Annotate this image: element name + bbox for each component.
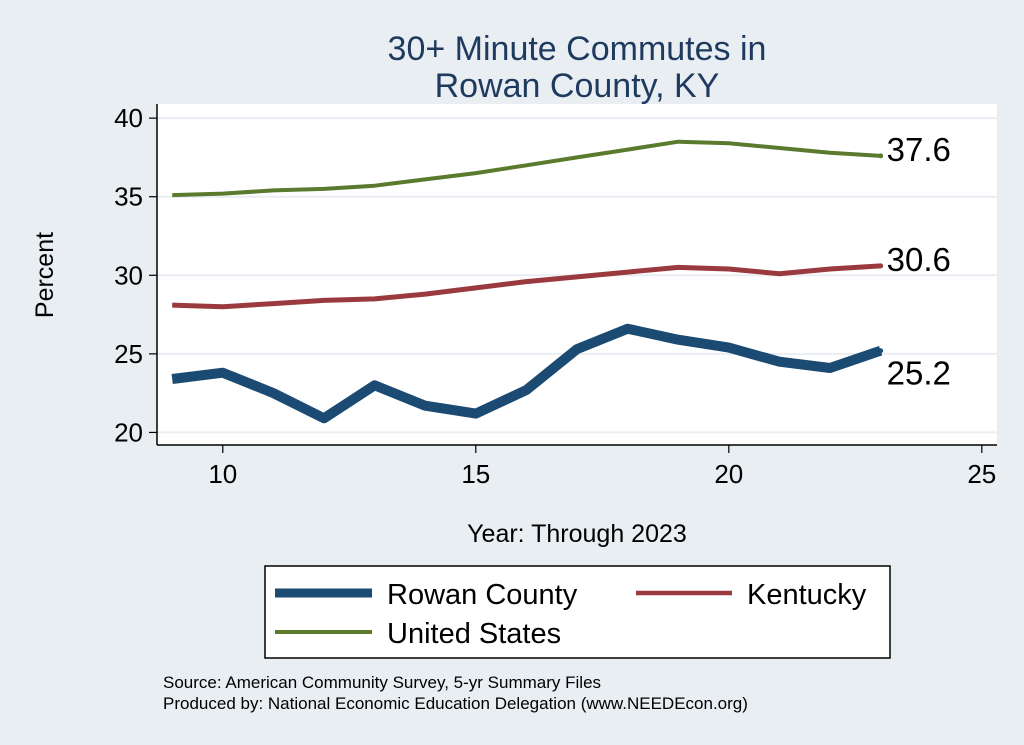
x-tick-label-25: 25 bbox=[967, 459, 996, 489]
y-tick-label-25: 25 bbox=[114, 339, 143, 369]
produced-by-note: Produced by: National Economic Education… bbox=[163, 694, 748, 713]
end-labels: 25.2 30.6 37.6 bbox=[887, 131, 951, 392]
x-tick-label-10: 10 bbox=[208, 459, 237, 489]
x-tick-label-15: 15 bbox=[461, 459, 490, 489]
series-line-kentucky bbox=[172, 263, 881, 310]
y-axis-title: Percent bbox=[31, 232, 59, 318]
end-point-rowan-county bbox=[878, 348, 884, 354]
end-point-united-states bbox=[878, 153, 884, 159]
legend: Rowan County Kentucky United States bbox=[264, 565, 891, 659]
x-tick-label-20: 20 bbox=[714, 459, 743, 489]
legend-label-rowan-county: Rowan County bbox=[387, 579, 578, 611]
series-line-rowan-county bbox=[171, 323, 883, 424]
y-tick-label-20: 20 bbox=[114, 417, 143, 447]
y-tick-label-30: 30 bbox=[114, 260, 143, 290]
legend-label-united-states: United States bbox=[387, 618, 561, 650]
series-lines bbox=[171, 139, 884, 424]
chart-title-line-2: Rowan County, KY bbox=[435, 67, 720, 105]
source-note: Source: American Community Survey, 5-yr … bbox=[163, 673, 601, 692]
end-point-kentucky bbox=[878, 263, 884, 269]
x-axis-title: Year: Through 2023 bbox=[467, 520, 687, 548]
legend-label-kentucky: Kentucky bbox=[747, 579, 867, 611]
end-label-kentucky: 30.6 bbox=[887, 241, 951, 278]
series-line-united-states bbox=[172, 139, 881, 198]
legend-box bbox=[264, 565, 891, 659]
axes: 20 25 30 35 40 10 15 20 25 bbox=[114, 103, 997, 489]
chart-title-line-1: 30+ Minute Commutes in bbox=[388, 30, 767, 68]
y-tick-label-35: 35 bbox=[114, 182, 143, 212]
end-label-united-states: 37.6 bbox=[887, 131, 951, 168]
end-label-rowan-county: 25.2 bbox=[887, 355, 951, 392]
y-tick-label-40: 40 bbox=[114, 103, 143, 133]
